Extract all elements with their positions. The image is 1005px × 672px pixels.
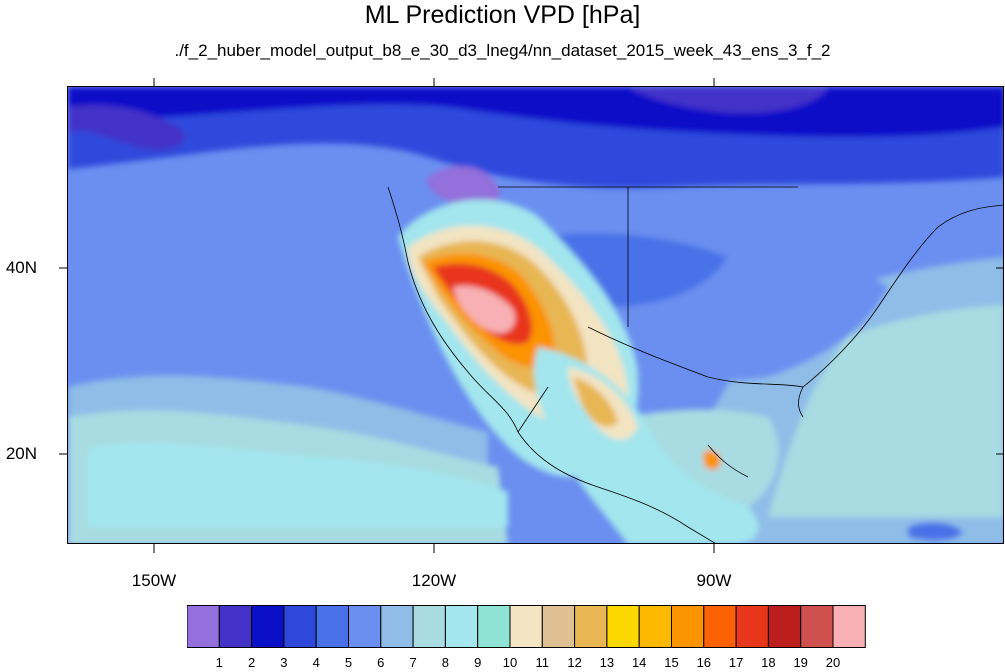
map-plot-area	[67, 86, 1004, 544]
colorbar-tick-label: 8	[441, 655, 449, 670]
colorbar-tick-label: 6	[377, 655, 385, 670]
colorbar-swatch	[477, 605, 511, 648]
colorbar-swatch	[283, 605, 317, 648]
colorbar-tick-label: 12	[567, 655, 582, 670]
colorbar-tick-label: 2	[247, 655, 256, 670]
colorbar-tick-label: 10	[502, 655, 518, 670]
colorbar-swatch	[380, 605, 414, 648]
colorbar-swatch	[767, 605, 802, 648]
colorbar-swatch	[187, 605, 220, 648]
colorbar-tick-label: 19	[793, 655, 808, 670]
colorbar-swatch	[574, 605, 608, 648]
colorbar-tick-label: 9	[474, 655, 482, 670]
colorbar-tick-label: 14	[631, 655, 647, 670]
colorbar-tick-label: 1	[215, 655, 223, 670]
colorbar-tick-label: 18	[761, 655, 776, 670]
y-tick-label-40n: 40N	[5, 258, 37, 277]
colorbar-swatch	[606, 605, 640, 648]
colorbar-tick-label: 5	[344, 655, 353, 670]
x-tick-label-150w: 150W	[131, 571, 177, 590]
colorbar-swatch	[444, 605, 479, 648]
x-tick-label-120w: 120W	[411, 571, 457, 590]
colorbar	[187, 605, 866, 648]
colorbar-tick-label: 7	[409, 655, 417, 670]
vpd-field-map	[68, 87, 1003, 543]
colorbar-tick-label: 13	[599, 655, 615, 670]
colorbar-tick-label: 4	[312, 655, 320, 670]
colorbar-swatch	[412, 605, 446, 648]
colorbar-tick-label: 11	[535, 655, 550, 670]
colorbar-swatch	[638, 605, 673, 648]
colorbar-tick-label: 20	[825, 655, 841, 670]
colorbar-swatch	[251, 605, 285, 648]
colorbar-swatch	[735, 605, 769, 648]
colorbar-swatch	[348, 605, 382, 648]
colorbar-swatch	[541, 605, 576, 648]
colorbar-swatch	[218, 605, 253, 648]
colorbar-tick-label: 16	[696, 655, 712, 670]
colorbar-tick-label: 15	[664, 655, 679, 670]
colorbar-swatch	[832, 605, 866, 648]
vpd-contour-fill	[68, 87, 1003, 543]
coastlines	[387, 186, 1003, 543]
y-tick-label-20n: 20N	[5, 444, 37, 463]
colorbar-swatch	[703, 605, 737, 648]
map-subtitle: ./f_2_huber_model_output_b8_e_30_d3_lneg…	[174, 41, 831, 60]
colorbar-tick-label: 17	[728, 655, 744, 670]
colorbar-swatch	[671, 605, 705, 648]
map-title: ML Prediction VPD [hPa]	[364, 1, 641, 29]
colorbar-swatch	[509, 605, 543, 648]
colorbar-swatch	[800, 605, 834, 648]
x-tick-label-90w: 90W	[696, 571, 732, 590]
colorbar-swatch	[315, 605, 349, 648]
colorbar-tick-label: 3	[280, 655, 288, 670]
